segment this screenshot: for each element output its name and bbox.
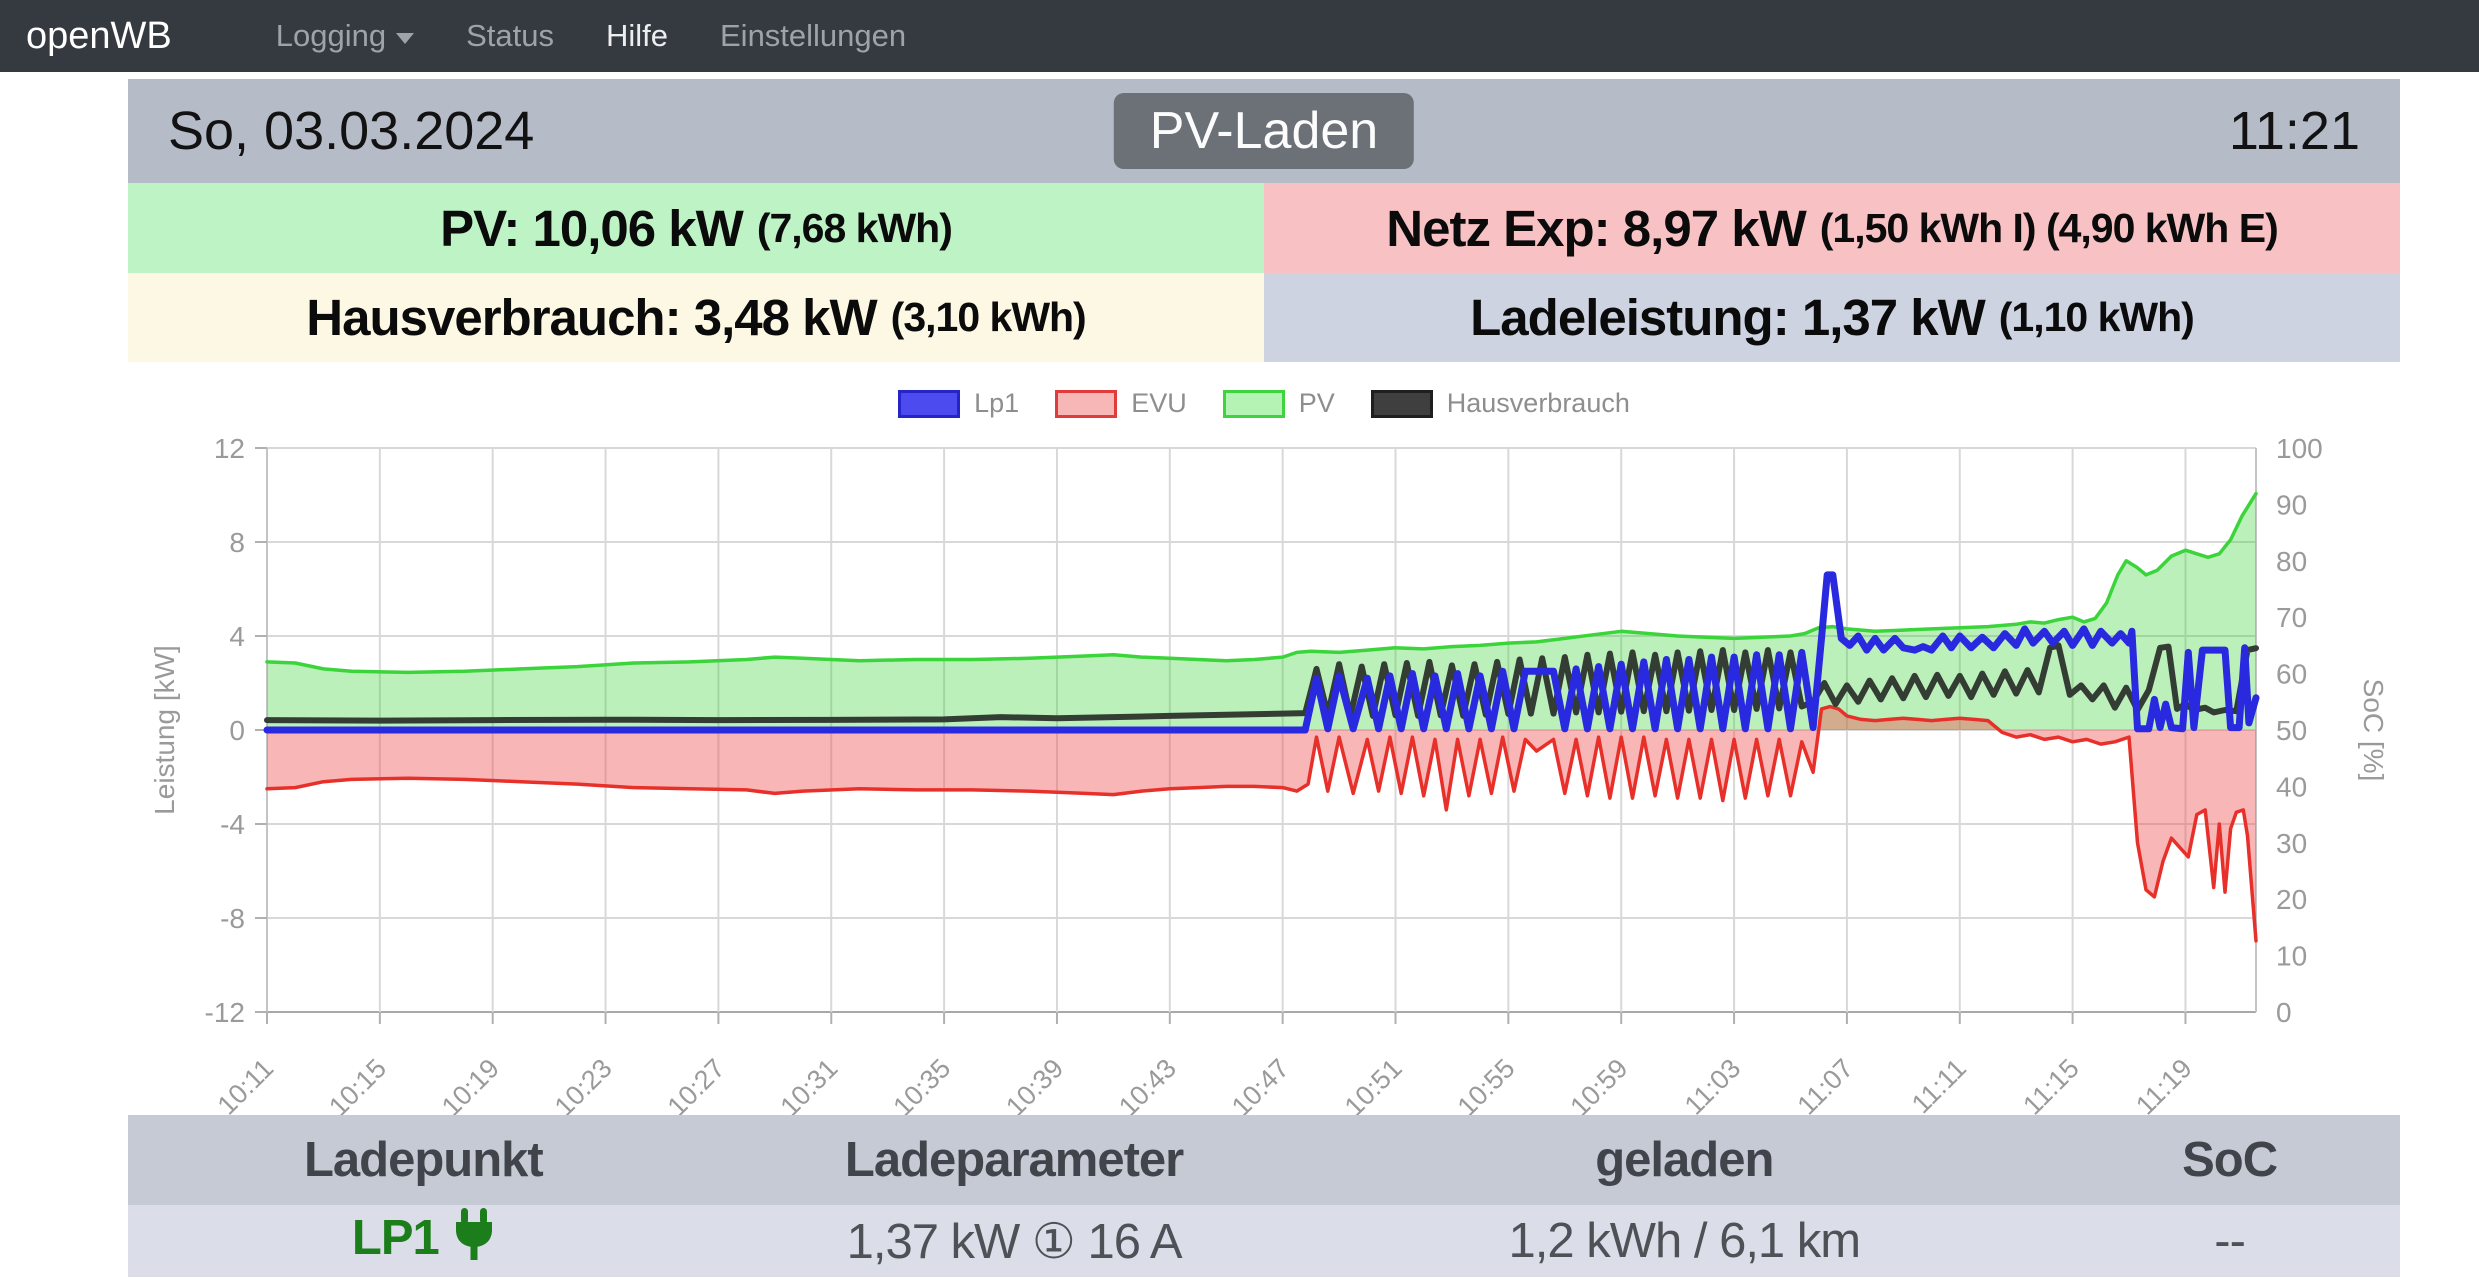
table-header-row: Ladepunkt Ladeparameter geladen SoC — [128, 1115, 2400, 1205]
svg-text:10:27: 10:27 — [662, 1053, 731, 1115]
svg-text:10:19: 10:19 — [436, 1053, 505, 1115]
status-pv-energy: (7,68 kWh) — [756, 204, 953, 251]
svg-text:10:39: 10:39 — [1000, 1053, 1069, 1115]
main-container: So, 03.03.2024 PV-Laden 11:21 PV: 10,06 … — [128, 79, 2400, 1277]
status-charge-value: Ladeleistung: 1,37 kW — [1470, 289, 1986, 346]
svg-text:11:15: 11:15 — [2017, 1053, 2085, 1115]
cell-geladen: 1,2 kWh / 6,1 km — [1309, 1205, 2060, 1277]
nav-item-hilfe-label: Hilfe — [605, 18, 668, 53]
plug-icon — [453, 1208, 495, 1274]
nav-item-status[interactable]: Status — [466, 18, 554, 54]
chart-svg: 10:11 10:15 10:19 10:23 10:27 10:31 10:35 10:39… — [149, 433, 2389, 1115]
svg-text:Leistung [kW]: Leistung [kW] — [149, 645, 180, 815]
date-row: So, 03.03.2024 PV-Laden 11:21 — [128, 79, 2400, 183]
hausverbrauch-swatch-icon — [1370, 389, 1433, 418]
svg-text:11:11: 11:11 — [1906, 1053, 1972, 1115]
col-soc: SoC — [2059, 1115, 2400, 1205]
status-house-consumption: Hausverbrauch: 3,48 kW (3,10 kWh) — [128, 273, 1264, 362]
current-date: So, 03.03.2024 — [168, 101, 535, 161]
svg-text:0: 0 — [2276, 997, 2292, 1028]
nav-items: Logging Status Hilfe Einstellungen — [276, 18, 906, 54]
nav-item-hilfe[interactable]: Hilfe — [606, 18, 668, 54]
col-ladeparameter: Ladeparameter — [718, 1115, 1310, 1205]
svg-text:10:15: 10:15 — [323, 1053, 392, 1115]
nav-item-logging-label: Logging — [275, 18, 387, 53]
nav-item-logging[interactable]: Logging — [275, 18, 415, 54]
cell-ladepunkt[interactable]: LP1 — [128, 1205, 719, 1277]
legend-hausverbrauch-label: Hausverbrauch — [1446, 388, 1630, 418]
svg-text:90: 90 — [2276, 489, 2307, 520]
svg-text:10:35: 10:35 — [887, 1053, 956, 1115]
nav-item-status-label: Status — [466, 18, 554, 53]
chevron-down-icon — [396, 32, 415, 44]
nav-item-einstellungen-label: Einstellungen — [720, 18, 907, 53]
svg-text:20: 20 — [2276, 884, 2307, 915]
lp1-swatch-icon — [898, 389, 961, 418]
svg-text:-8: -8 — [220, 903, 245, 934]
svg-text:4: 4 — [229, 621, 245, 652]
svg-text:0: 0 — [229, 715, 245, 746]
evu-swatch-icon — [1055, 389, 1118, 418]
cell-soc: -- — [2059, 1205, 2400, 1277]
svg-text:70: 70 — [2276, 602, 2307, 633]
svg-text:10:43: 10:43 — [1113, 1053, 1182, 1115]
top-gap — [0, 72, 2479, 79]
status-grid-energy: (1,50 kWh I) (4,90 kWh E) — [1819, 204, 2279, 251]
legend-item-lp1[interactable]: Lp1 — [898, 388, 1019, 419]
svg-text:11:07: 11:07 — [1792, 1053, 1860, 1115]
svg-text:100: 100 — [2276, 433, 2323, 464]
status-pv-value: PV: 10,06 kW — [440, 199, 744, 257]
svg-text:SoC [%]: SoC [%] — [2358, 679, 2389, 782]
legend-item-pv[interactable]: PV — [1222, 388, 1335, 419]
legend-item-evu[interactable]: EVU — [1055, 388, 1187, 419]
nav-item-einstellungen[interactable]: Einstellungen — [720, 18, 906, 54]
svg-text:10:55: 10:55 — [1452, 1053, 1521, 1115]
status-grid-export: Netz Exp: 8,97 kW (1,50 kWh I) (4,90 kWh… — [1264, 183, 2400, 273]
chargepoint-name: LP1 — [351, 1211, 440, 1265]
svg-text:50: 50 — [2276, 715, 2307, 746]
col-geladen: geladen — [1309, 1115, 2060, 1205]
legend-evu-label: EVU — [1131, 388, 1187, 418]
svg-text:-12: -12 — [205, 997, 245, 1028]
power-chart: 10:11 10:15 10:19 10:23 10:27 10:31 10:35 10:39… — [128, 362, 2400, 1115]
status-grid: PV: 10,06 kW (7,68 kWh) Netz Exp: 8,97 k… — [128, 183, 2400, 362]
svg-text:-4: -4 — [220, 809, 245, 840]
brand-openwb[interactable]: openWB — [26, 14, 172, 57]
table-row: LP1 1,37 kW ① 16 A 1,2 kWh / 6,1 km -- — [128, 1205, 2400, 1277]
pv-swatch-icon — [1222, 389, 1285, 418]
svg-text:10:31: 10:31 — [774, 1053, 843, 1115]
legend-pv-label: PV — [1298, 388, 1335, 418]
status-house-value: Hausverbrauch: 3,48 kW — [306, 289, 877, 346]
svg-text:80: 80 — [2276, 546, 2307, 577]
status-pv: PV: 10,06 kW (7,68 kWh) — [128, 183, 1264, 273]
svg-text:60: 60 — [2276, 659, 2307, 690]
legend-lp1-label: Lp1 — [974, 388, 1020, 418]
current-time: 11:21 — [2228, 101, 2360, 161]
chart-legend: Lp1 EVU PV Hausverbrauch — [128, 388, 2400, 419]
status-charge-power: Ladeleistung: 1,37 kW (1,10 kWh) — [1264, 273, 2400, 362]
svg-text:12: 12 — [214, 433, 245, 464]
svg-text:10:47: 10:47 — [1226, 1053, 1295, 1115]
status-grid-value: Netz Exp: 8,97 kW — [1386, 199, 1806, 257]
svg-text:40: 40 — [2276, 771, 2307, 802]
status-charge-energy: (1,10 kWh) — [1998, 294, 2195, 340]
svg-text:10: 10 — [2276, 941, 2307, 972]
status-house-energy: (3,10 kWh) — [890, 294, 1087, 340]
svg-text:11:19: 11:19 — [2130, 1053, 2198, 1115]
legend-item-hausverbrauch[interactable]: Hausverbrauch — [1370, 388, 1630, 419]
svg-text:30: 30 — [2276, 828, 2307, 859]
svg-text:10:11: 10:11 — [212, 1053, 280, 1115]
svg-text:10:59: 10:59 — [1564, 1053, 1633, 1115]
navbar: openWB Logging Status Hilfe Einstellunge… — [0, 0, 2479, 72]
svg-text:11:03: 11:03 — [1679, 1053, 1747, 1115]
cell-ladeparameter: 1,37 kW ① 16 A — [718, 1205, 1310, 1277]
charge-mode-button[interactable]: PV-Laden — [1113, 93, 1415, 169]
svg-text:8: 8 — [229, 527, 245, 558]
chargepoint-table: Ladepunkt Ladeparameter geladen SoC LP1 … — [128, 1115, 2400, 1277]
svg-text:10:51: 10:51 — [1339, 1053, 1408, 1115]
svg-text:10:23: 10:23 — [549, 1053, 618, 1115]
col-ladepunkt: Ladepunkt — [128, 1115, 719, 1205]
